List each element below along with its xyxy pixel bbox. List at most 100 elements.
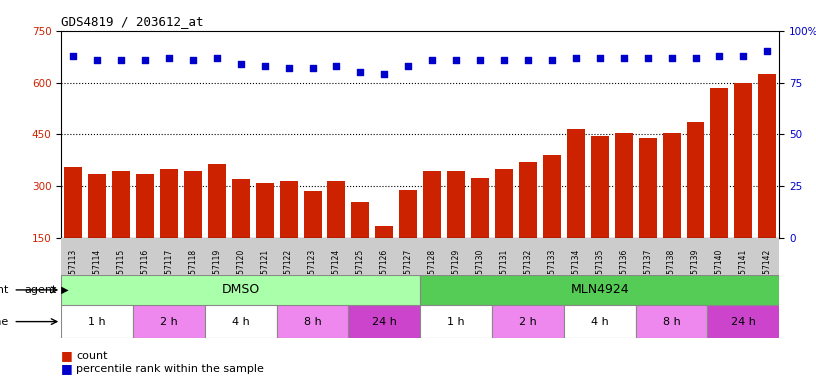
Text: GSM757119: GSM757119 (212, 249, 221, 295)
Point (162, 55, 175, 61)
Text: GSM757127: GSM757127 (404, 249, 413, 295)
Bar (639, 138, 657, 290)
Bar (64, 167, 82, 290)
Bar (184, 170, 202, 290)
Point (354, 69, 367, 75)
Text: MLN4924: MLN4924 (570, 283, 629, 296)
Point (426, 57, 439, 63)
Point (211, 55, 224, 61)
Point (665, 55, 678, 61)
Point (378, 71, 391, 77)
Point (258, 63, 271, 69)
Bar (686, 122, 704, 290)
Text: GSM757128: GSM757128 (428, 249, 437, 295)
Bar (734, 83, 752, 290)
Bar (519, 162, 537, 290)
Point (114, 57, 127, 63)
Point (641, 55, 654, 61)
Text: GSM757126: GSM757126 (379, 249, 389, 295)
Bar (375, 226, 393, 290)
Text: GSM757120: GSM757120 (236, 249, 246, 295)
Text: 24 h: 24 h (372, 316, 397, 327)
Point (761, 48, 774, 55)
Text: 8 h: 8 h (304, 316, 322, 327)
Text: GSM757118: GSM757118 (188, 249, 197, 295)
Bar (567, 129, 585, 290)
Bar (327, 181, 345, 290)
Text: GSM757133: GSM757133 (548, 249, 557, 295)
Text: GSM757139: GSM757139 (691, 249, 700, 295)
Bar (447, 170, 465, 290)
Text: 1 h: 1 h (88, 316, 106, 327)
Bar (304, 191, 322, 290)
Point (282, 65, 295, 71)
Bar (564, 305, 636, 338)
Bar (591, 136, 609, 290)
Point (91, 57, 104, 63)
Point (401, 63, 415, 69)
Text: GSM757137: GSM757137 (643, 249, 652, 295)
Text: DMSO: DMSO (222, 283, 259, 296)
Text: GSM757142: GSM757142 (763, 249, 772, 295)
Text: 2 h: 2 h (519, 316, 537, 327)
Bar (614, 132, 632, 290)
Bar (160, 169, 178, 290)
Bar (277, 305, 348, 338)
Text: GSM757136: GSM757136 (619, 249, 628, 295)
Text: GSM757141: GSM757141 (738, 249, 748, 295)
Text: ■: ■ (61, 362, 77, 376)
Text: GSM757138: GSM757138 (667, 249, 676, 295)
Text: agent: agent (0, 285, 8, 295)
Bar (232, 179, 250, 290)
Text: 4 h: 4 h (591, 316, 609, 327)
Text: GSM757140: GSM757140 (715, 249, 724, 295)
Point (473, 57, 486, 63)
Text: GSM757117: GSM757117 (164, 249, 174, 295)
Text: GSM757116: GSM757116 (140, 249, 149, 295)
Point (570, 55, 583, 61)
Bar (61, 275, 420, 305)
Text: time: time (0, 316, 8, 327)
Bar (758, 74, 776, 290)
Bar (112, 170, 130, 290)
Text: GSM757129: GSM757129 (451, 249, 461, 295)
Bar (420, 275, 779, 305)
Bar (61, 305, 133, 338)
Text: GSM757122: GSM757122 (284, 249, 293, 295)
Point (139, 57, 152, 63)
Text: 1 h: 1 h (447, 316, 465, 327)
Text: GSM757134: GSM757134 (571, 249, 580, 295)
Point (593, 55, 606, 61)
Bar (208, 164, 226, 290)
Bar (420, 305, 492, 338)
Text: count: count (76, 351, 108, 361)
Bar (663, 132, 681, 290)
Point (521, 57, 534, 63)
Bar (205, 305, 277, 338)
Text: GDS4819 / 203612_at: GDS4819 / 203612_at (61, 15, 204, 28)
Bar (136, 174, 154, 290)
Text: GSM757131: GSM757131 (499, 249, 508, 295)
Point (306, 65, 319, 71)
Bar (352, 202, 370, 290)
Bar (280, 181, 298, 290)
Point (330, 63, 343, 69)
Point (545, 57, 558, 63)
Text: GSM757123: GSM757123 (308, 249, 317, 295)
Bar (492, 305, 564, 338)
Point (617, 55, 630, 61)
Bar (399, 190, 417, 290)
Text: percentile rank within the sample: percentile rank within the sample (76, 364, 264, 374)
Bar (133, 305, 205, 338)
Bar (636, 305, 707, 338)
Text: agent: agent (24, 285, 57, 295)
Bar (348, 305, 420, 338)
Text: 4 h: 4 h (232, 316, 250, 327)
Text: GSM757135: GSM757135 (595, 249, 605, 295)
Point (737, 53, 750, 59)
Point (450, 57, 463, 63)
Point (713, 53, 726, 59)
Point (186, 57, 199, 63)
Text: 24 h: 24 h (731, 316, 756, 327)
Text: GSM757125: GSM757125 (356, 249, 365, 295)
